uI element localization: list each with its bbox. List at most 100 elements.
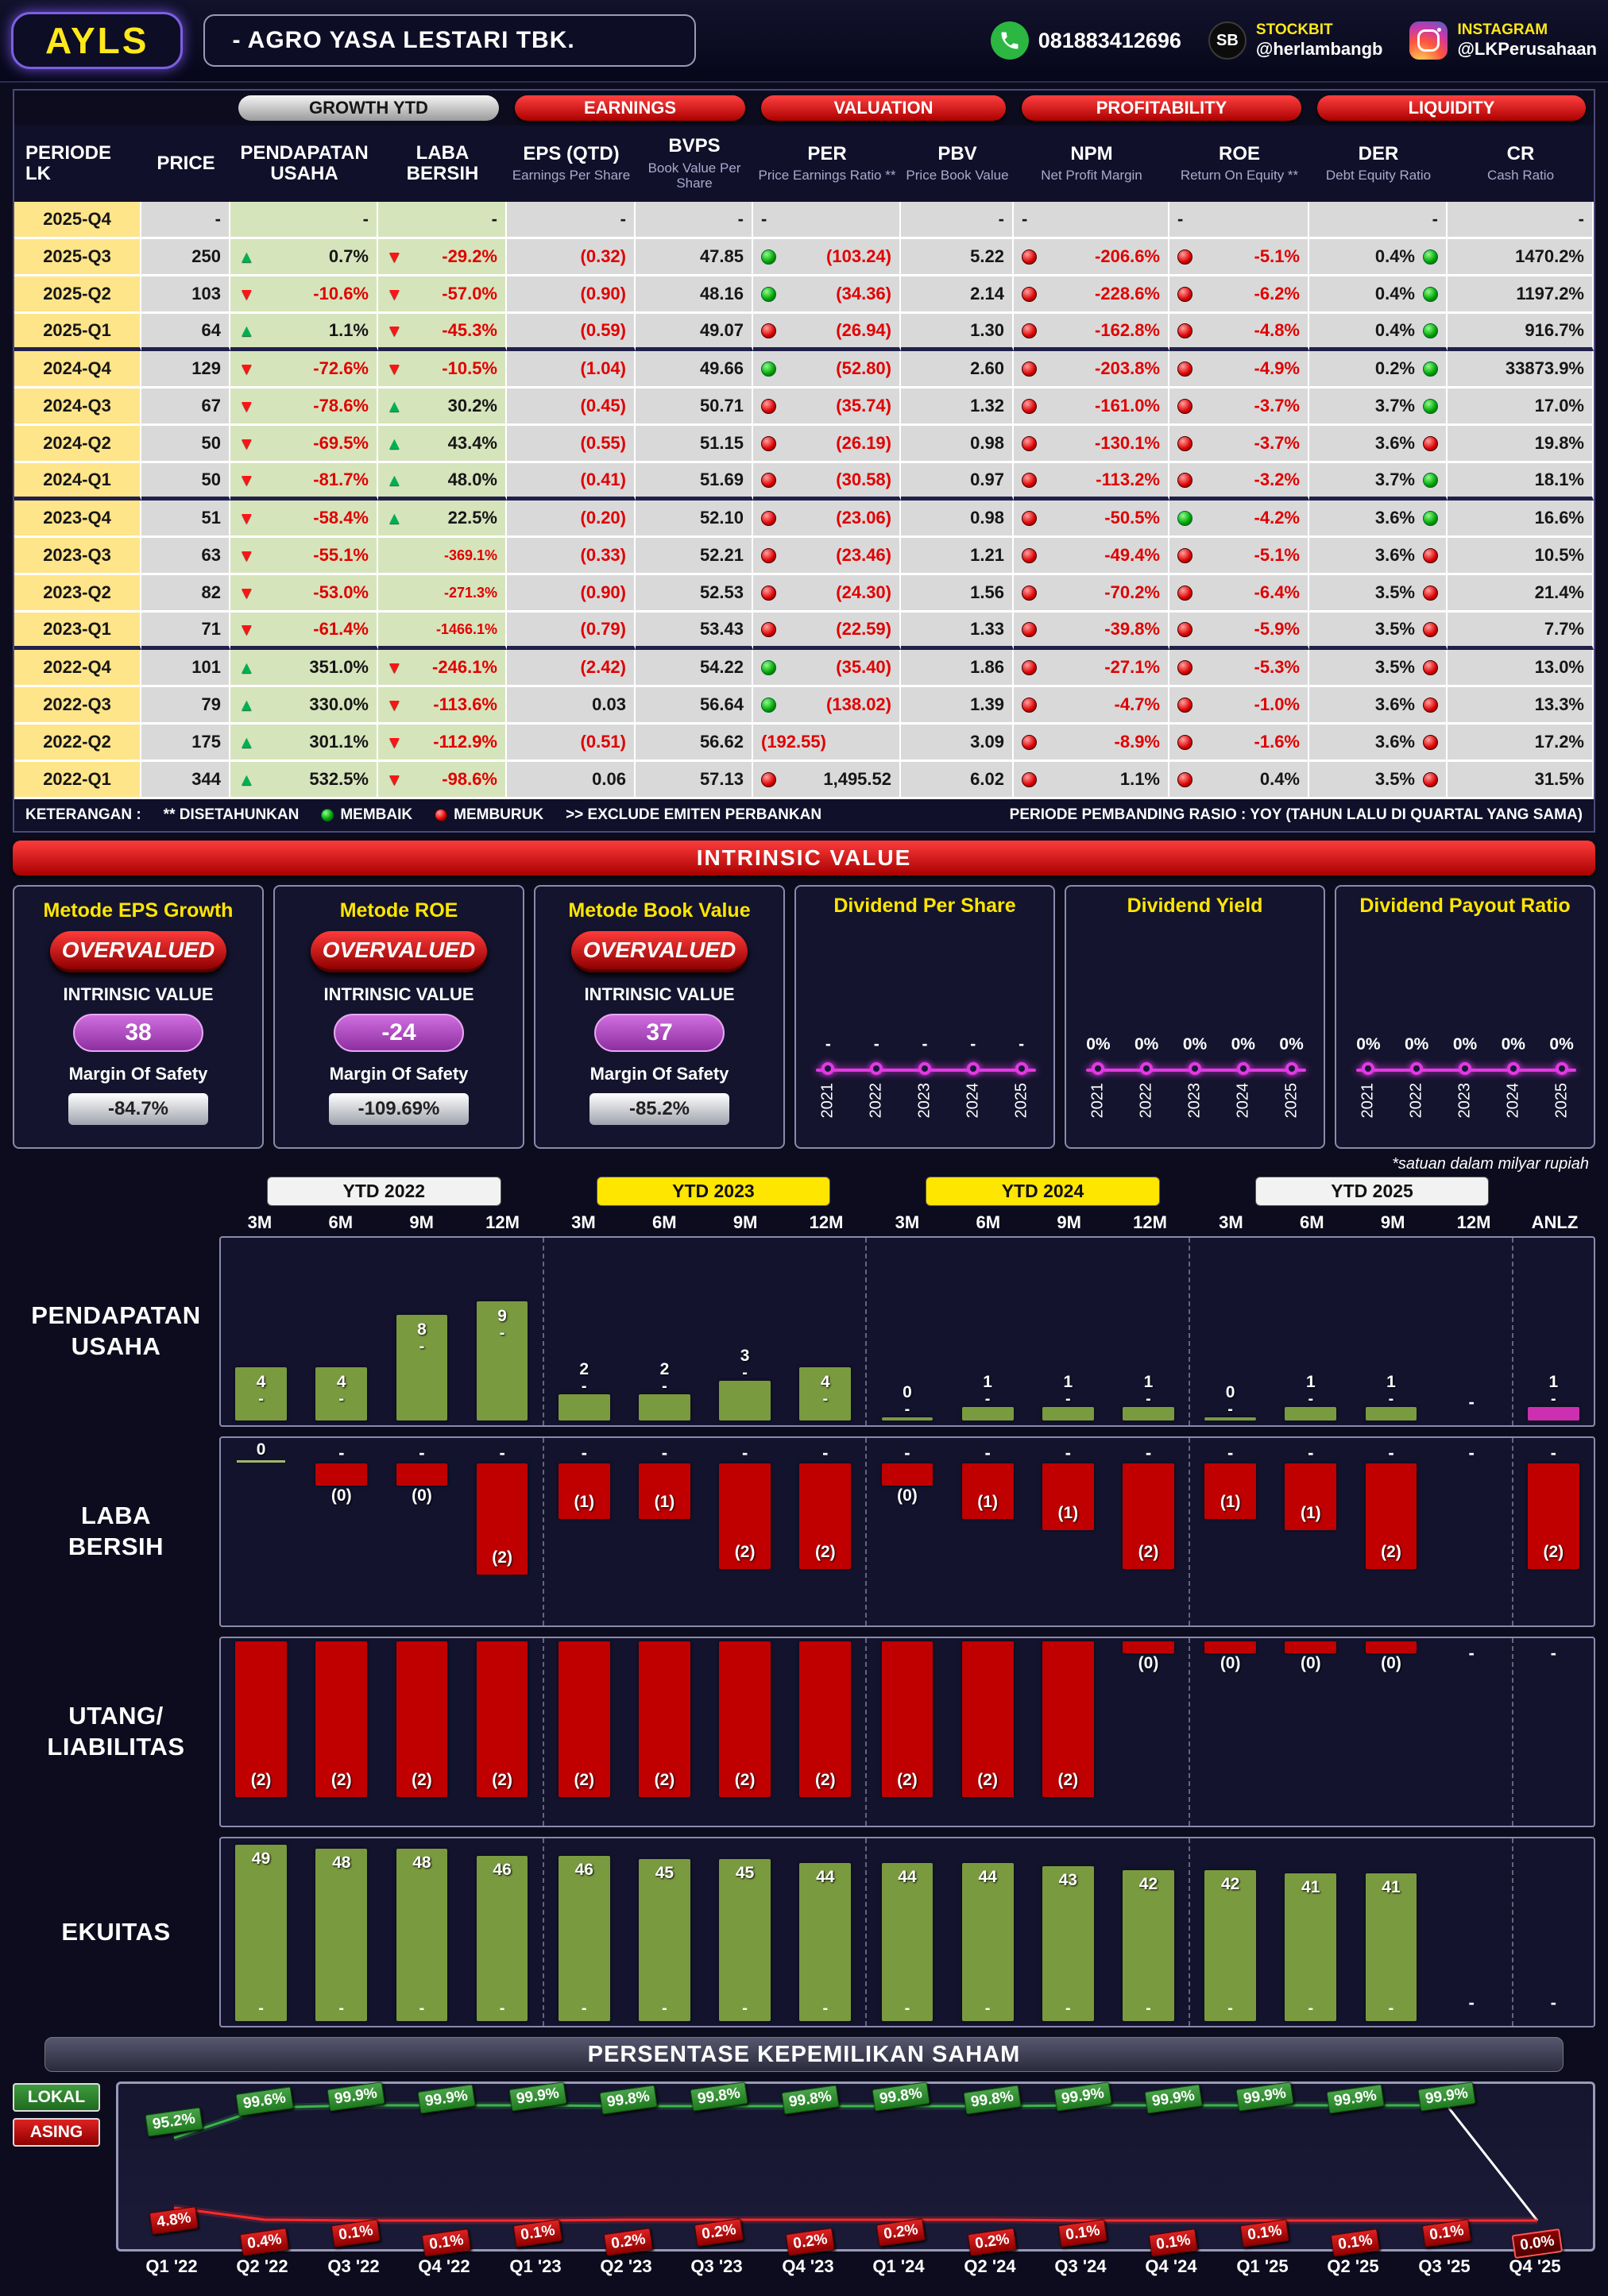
netprofit-growth-cell: -45.3% [378, 314, 507, 351]
ytd-group: YTD 2023 [549, 1177, 879, 1206]
empty-value-dash: - [1550, 1443, 1556, 1463]
bar-column: (0) [1270, 1638, 1351, 1826]
npm-cell: -4.7% [1014, 687, 1169, 725]
period-cell: 2025-Q1 [14, 314, 141, 351]
trend-arrow-icon [238, 771, 259, 788]
intrinsic-value: 38 [72, 1014, 204, 1052]
roe-cell: -1.6% [1169, 725, 1309, 762]
chart-row-label: PENDAPATAN USAHA [31, 1301, 201, 1360]
group-valuation: VALUATION [761, 95, 1006, 121]
dividend-year-label: 2022 [867, 1083, 885, 1119]
dividend-yield-chart: 0% 2021 0% 2022 0% 2023 0% 2024 0% 2025 [1074, 918, 1316, 1139]
status-dot-icon [1022, 621, 1037, 637]
period-cell: 2022-Q1 [14, 762, 141, 799]
npm-cell: -206.6% [1014, 239, 1169, 276]
bar-column: - (0) [865, 1438, 947, 1625]
col-laba: LABA [416, 141, 470, 164]
bar-column: - (2) [1511, 1438, 1594, 1625]
dividend-yield-card: Dividend Yield 0% 2021 0% 2022 0% 2023 0% 2024 0… [1065, 885, 1325, 1149]
trend-arrow-icon [386, 659, 407, 676]
der-cell: 0.2% [1309, 351, 1448, 388]
table-body: 2025-Q4 - - - - - - - - - - - 2025-Q3 25… [14, 202, 1594, 799]
der-cell: 3.5% [1309, 613, 1448, 650]
bar-column: 0 [221, 1438, 301, 1625]
empty-value-dash: - [741, 1443, 748, 1463]
dividend-marker-icon [1459, 1062, 1471, 1075]
status-dot-icon [1177, 472, 1192, 488]
pbv-cell: 2.60 [901, 351, 1014, 388]
pbv-cell: 1.39 [901, 687, 1014, 725]
bar-value-label: 8- [417, 1320, 427, 1355]
bvps-cell: 49.07 [636, 314, 753, 351]
dividend-value: - [825, 1035, 831, 1053]
per-cell: (26.94) [753, 314, 901, 351]
dividend-point: - 2024 [957, 918, 989, 1139]
bar-column: (0) [1108, 1638, 1189, 1826]
dividend-value: 0% [1086, 1035, 1111, 1053]
chart-row-label: EKUITAS [61, 1917, 171, 1946]
dividend-per-share-card: Dividend Per Share -2021-2022-2023-2024-… [794, 885, 1055, 1149]
dividend-year-label: 2024 [1504, 1083, 1522, 1119]
trend-arrow-icon [386, 435, 407, 452]
netprofit-growth-cell: 30.2% [378, 388, 507, 426]
bar-value-label: (2) [814, 1771, 836, 1789]
bar-column: (2) [948, 1638, 1028, 1826]
quarter-label: Q3 '25 [1418, 2256, 1471, 2276]
status-dot-icon [1423, 659, 1438, 675]
price-cell: - [141, 202, 230, 239]
table-row: 2025-Q2 103 -10.6% -57.0% (0.90) 48.16 (… [14, 276, 1594, 314]
bar-value-label: 48 [332, 1853, 351, 1872]
chart-column-label: ANLZ [1531, 1212, 1579, 1232]
chart-column-label: 9M [409, 1212, 434, 1232]
price-cell: 250 [141, 239, 230, 276]
bar [799, 1641, 852, 1797]
netprofit-growth-cell: 22.5% [378, 501, 507, 538]
per-cell: (24.30) [753, 575, 901, 613]
bar-bottom-dash: - [1065, 2000, 1071, 2017]
group-liquidity: LIQUIDITY [1317, 95, 1586, 121]
bar-column: 48 - [381, 1838, 462, 2026]
bvps-cell: 53.43 [636, 613, 753, 650]
per-cell: (192.55) [753, 725, 901, 762]
price-cell: 101 [141, 650, 230, 687]
bar-value-label: (2) [1381, 1543, 1401, 1561]
dividend-value: 0% [1356, 1035, 1381, 1053]
trend-arrow-icon [386, 697, 407, 713]
bar [881, 1463, 933, 1486]
status-dot-icon [761, 659, 776, 675]
intrinsic-value: -24 [333, 1014, 465, 1052]
keterangan-label: KETERANGAN : [25, 806, 141, 823]
dividend-year-label: 2025 [1282, 1083, 1301, 1119]
status-dot-icon [1177, 323, 1192, 338]
chart-column-label: 6M [976, 1212, 1001, 1232]
revenue-growth-cell: -58.4% [230, 501, 378, 538]
bar-value-label: (0) [1220, 1654, 1241, 1672]
bar [1365, 1641, 1417, 1653]
dividend-year-label: 2023 [1185, 1083, 1204, 1119]
table-row: 2023-Q2 82 -53.0% -271.3% (0.90) 52.53 (… [14, 575, 1594, 613]
bar: 46 - [558, 1856, 610, 2021]
bar-column: (2) [462, 1638, 543, 1826]
intrinsic-value-banner: INTRINSIC VALUE [13, 841, 1595, 875]
memburuk-dot-icon [435, 809, 448, 821]
dividend-point: 0% 2025 [1546, 918, 1578, 1139]
price-cell: 51 [141, 501, 230, 538]
bar-value-label: (0) [1300, 1654, 1321, 1672]
bar [476, 1301, 528, 1421]
period-cell: 2023-Q1 [14, 613, 141, 650]
bar-value-label: (1) [1220, 1493, 1241, 1511]
bar-column: 4- [785, 1238, 865, 1425]
bar-value-label: 0- [1225, 1382, 1235, 1418]
bar [1123, 1407, 1174, 1421]
status-dot-icon [761, 435, 776, 451]
price-cell: 71 [141, 613, 230, 650]
revenue-growth-cell: 351.0% [230, 650, 378, 687]
dividend-chart-title: Dividend Yield [1127, 895, 1263, 917]
bar-value-label: 1- [983, 1372, 992, 1408]
roe-cell: -4.8% [1169, 314, 1309, 351]
intrinsic-value-label: INTRINSIC VALUE [584, 984, 735, 1004]
dividend-value: 0% [1134, 1035, 1159, 1053]
trend-arrow-icon [238, 547, 259, 564]
bar-column: 44 - [785, 1838, 865, 2026]
header-bar: AYLS - AGRO YASA LESTARI TBK. 0818834126… [0, 0, 1608, 83]
